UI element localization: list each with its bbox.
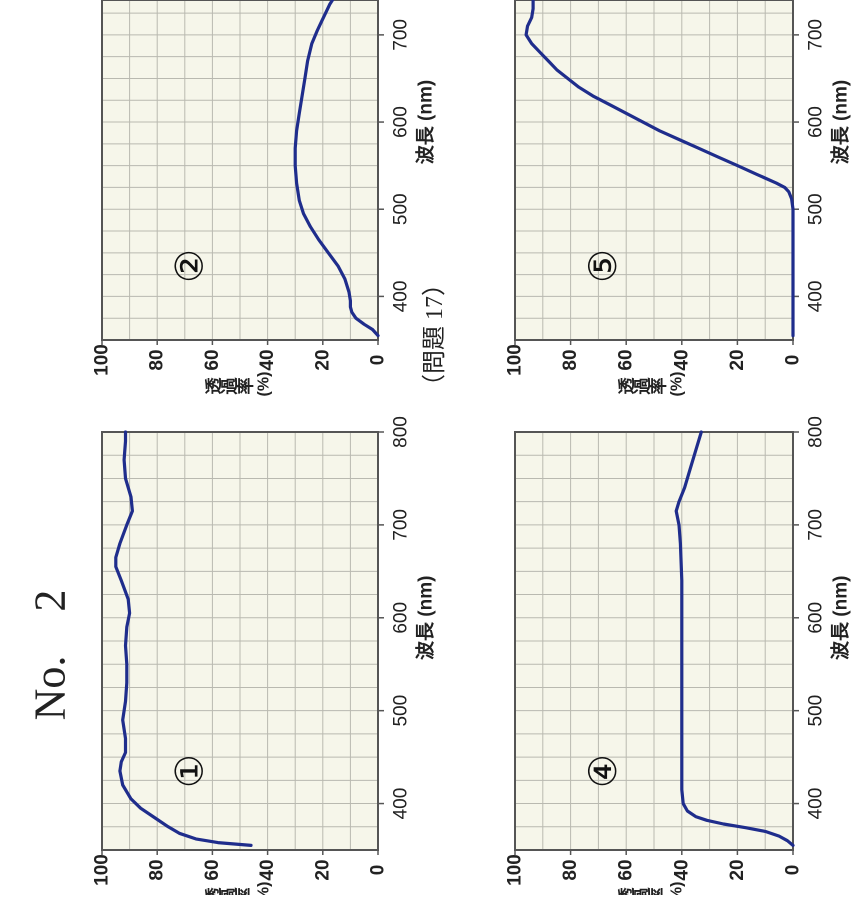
panel-label: ② xyxy=(169,249,211,283)
y-tick-label: 60 xyxy=(202,349,223,370)
panel-label: ① xyxy=(169,754,211,788)
plot-frame xyxy=(514,431,794,851)
y-tick-label: 60 xyxy=(202,859,223,880)
x-tick-label: 400 xyxy=(391,788,412,820)
y-tick-label: 20 xyxy=(312,349,333,370)
plot-frame xyxy=(101,431,379,851)
series-line-1 xyxy=(114,430,253,847)
y-tick-label: 20 xyxy=(727,859,748,880)
y-tick-label: 20 xyxy=(312,859,333,880)
problem-number: （問題 17） xyxy=(422,272,448,398)
y-axis-title-unit: (%) xyxy=(256,372,273,397)
x-tick-label: 700 xyxy=(391,509,412,541)
y-axis-title-unit: (%) xyxy=(669,372,686,397)
series-line-1 xyxy=(674,430,795,847)
x-tick-label: 800 xyxy=(391,416,412,448)
y-axis-title-unit: (%) xyxy=(669,882,686,895)
y-tick-label: 80 xyxy=(560,859,581,880)
y-axis-title-char: 過 xyxy=(221,377,240,395)
y-axis-title-char: 過 xyxy=(634,377,653,395)
x-tick-label: 600 xyxy=(806,602,827,634)
x-tick-label: 500 xyxy=(806,193,827,225)
y-tick-label: 80 xyxy=(560,349,581,370)
page-heading: No. 2 xyxy=(26,590,75,721)
y-tick-label: 60 xyxy=(616,349,637,370)
series-line-1 xyxy=(293,0,380,338)
series-line-1 xyxy=(524,0,795,338)
chart-panel-2: 0 20 40 60 80 100 400 500 600 700 波長 (nm) 透過率 (%) ② xyxy=(92,0,437,396)
y-tick-label: 20 xyxy=(727,349,748,370)
x-axis-title: 波長 (nm) xyxy=(829,576,852,660)
x-tick-label: 500 xyxy=(391,695,412,727)
x-tick-label: 700 xyxy=(806,19,827,51)
plot-frame xyxy=(101,0,379,341)
chart-panel-4: 0 20 40 60 80 100 400 500 600 700 波長 (nm) 透過率 (%) ⑤ xyxy=(505,0,852,396)
panel-label: ④ xyxy=(583,754,625,788)
x-tick-label: 600 xyxy=(391,106,412,138)
y-tick-label: 100 xyxy=(92,344,113,376)
y-tick-label: 0 xyxy=(783,355,804,366)
x-axis-title: 波長 (nm) xyxy=(414,576,437,660)
y-tick-label: 100 xyxy=(505,854,526,886)
y-tick-label: 40 xyxy=(671,349,692,370)
y-axis-title-unit: (%) xyxy=(256,882,273,895)
plot-frame xyxy=(514,0,794,341)
x-tick-label: 400 xyxy=(806,281,827,313)
x-tick-label: 400 xyxy=(391,281,412,313)
y-tick-label: 0 xyxy=(783,865,804,876)
x-tick-label: 600 xyxy=(806,106,827,138)
x-axis-title: 波長 (nm) xyxy=(829,80,852,164)
x-tick-label: 400 xyxy=(806,788,827,820)
x-tick-label: 700 xyxy=(391,19,412,51)
y-axis-title-char: 率 xyxy=(649,378,669,395)
x-axis-title: 波長 (nm) xyxy=(414,80,437,164)
x-tick-label: 800 xyxy=(806,416,827,448)
y-tick-label: 100 xyxy=(505,344,526,376)
x-tick-label: 600 xyxy=(391,602,412,634)
y-axis-title-char: 率 xyxy=(649,888,669,896)
y-tick-label: 60 xyxy=(616,859,637,880)
y-axis-title-char: 率 xyxy=(236,378,256,395)
y-tick-label: 0 xyxy=(368,355,389,366)
x-tick-label: 500 xyxy=(391,193,412,225)
x-tick-label: 500 xyxy=(806,695,827,727)
y-tick-label: 80 xyxy=(147,859,168,880)
y-axis-title-char: 透 xyxy=(204,377,224,395)
panel-label: ⑤ xyxy=(583,249,625,283)
y-tick-label: 100 xyxy=(92,854,113,886)
y-tick-label: 40 xyxy=(257,859,278,880)
y-tick-label: 0 xyxy=(368,865,389,876)
x-tick-label: 700 xyxy=(806,509,827,541)
y-tick-label: 80 xyxy=(147,349,168,370)
y-tick-label: 40 xyxy=(257,349,278,370)
y-axis-title-char: 率 xyxy=(236,888,256,896)
y-axis-title-char: 透 xyxy=(617,377,637,395)
y-tick-label: 40 xyxy=(671,859,692,880)
